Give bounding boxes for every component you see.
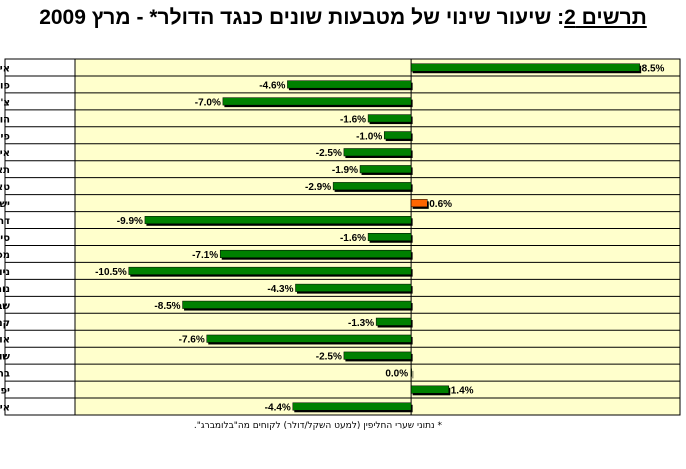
bar bbox=[222, 97, 412, 106]
bar bbox=[383, 131, 412, 140]
category-label: אירו bbox=[0, 403, 10, 414]
chart-footnote: * נתוני שערי החליפין (למעט השקל/דולר) לק… bbox=[193, 421, 442, 431]
category-label: פיליפינים bbox=[0, 131, 10, 142]
value-label: -1.3% bbox=[348, 318, 374, 329]
category-label: בריטניה bbox=[0, 369, 10, 380]
category-label: ישראל bbox=[0, 199, 10, 210]
category-label: מכסיקו bbox=[0, 250, 10, 261]
value-label: -1.6% bbox=[340, 233, 366, 244]
category-label: הונגריה bbox=[0, 114, 10, 125]
chart-title-text: : שיעור שינוי של מטבעות שונים כנגד הדולר… bbox=[39, 6, 565, 29]
category-label: טאיוואן bbox=[0, 182, 10, 193]
value-label: -7.6% bbox=[179, 335, 205, 346]
bar bbox=[367, 114, 412, 123]
value-label: -4.4% bbox=[265, 403, 291, 414]
category-label: פולין bbox=[0, 80, 10, 91]
value-label: 0.6% bbox=[429, 199, 452, 210]
bar bbox=[343, 351, 412, 360]
bar bbox=[375, 317, 412, 326]
chart-title: תרשים 2: שיעור שינוי של מטבעות שונים כנג… bbox=[0, 6, 686, 30]
bar bbox=[295, 283, 412, 292]
value-label: -2.5% bbox=[316, 148, 342, 159]
value-label: -1.0% bbox=[356, 131, 382, 142]
category-label: אוסטרליה bbox=[0, 335, 10, 346]
bar-shadow bbox=[412, 370, 414, 379]
bar bbox=[332, 182, 412, 191]
bar bbox=[219, 249, 412, 258]
value-label: -7.1% bbox=[192, 250, 218, 261]
bar bbox=[410, 385, 450, 394]
value-label: 8.5% bbox=[642, 63, 665, 74]
value-label: -7.0% bbox=[195, 97, 221, 108]
value-label: -9.9% bbox=[117, 216, 143, 227]
category-label: קנדה bbox=[0, 318, 10, 329]
chart-title-label: תרשים 2 bbox=[564, 6, 647, 29]
category-label: דר' קוריאה bbox=[0, 216, 10, 227]
bar bbox=[206, 334, 412, 343]
category-label: שבדיה bbox=[0, 301, 10, 312]
bar bbox=[343, 148, 412, 157]
bar bbox=[292, 402, 412, 411]
value-label: 0.0% bbox=[385, 369, 408, 380]
category-label: תאילנד bbox=[0, 165, 10, 176]
bar bbox=[128, 266, 412, 275]
bar-highlight bbox=[410, 199, 428, 208]
category-label: סינגפור bbox=[0, 233, 10, 244]
category-label: צ'כיה bbox=[0, 97, 10, 108]
category-label: איסלנד bbox=[0, 63, 10, 74]
value-label: -1.9% bbox=[332, 165, 358, 176]
bar bbox=[410, 368, 412, 377]
bar bbox=[182, 300, 412, 309]
category-label: ניו זילנד bbox=[0, 267, 10, 278]
value-label: 1.4% bbox=[451, 386, 474, 397]
category-label: אינדונזיה bbox=[0, 148, 10, 159]
value-label: -2.5% bbox=[316, 352, 342, 363]
category-label-column bbox=[4, 58, 76, 416]
value-label: -10.5% bbox=[95, 267, 127, 278]
value-label: -4.3% bbox=[267, 284, 293, 295]
value-label: -4.6% bbox=[259, 80, 285, 91]
value-label: -1.6% bbox=[340, 114, 366, 125]
category-label: נורבגיה bbox=[0, 284, 10, 295]
bar bbox=[359, 165, 412, 174]
bar bbox=[144, 216, 412, 225]
bar bbox=[367, 233, 412, 241]
value-label: -2.9% bbox=[305, 182, 331, 193]
category-label: שוויץ bbox=[0, 352, 10, 363]
bar bbox=[287, 80, 412, 89]
bar bbox=[410, 63, 640, 72]
category-label: יפן bbox=[0, 386, 10, 397]
value-label: -8.5% bbox=[154, 301, 180, 312]
